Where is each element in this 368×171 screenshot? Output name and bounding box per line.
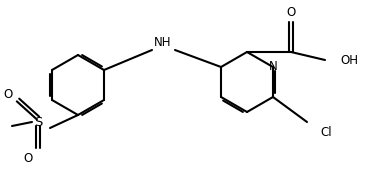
Text: O: O (24, 152, 33, 165)
Text: S: S (34, 115, 42, 128)
Text: Cl: Cl (320, 126, 332, 139)
Text: NH: NH (154, 36, 172, 49)
Text: O: O (286, 5, 296, 18)
Text: OH: OH (340, 54, 358, 67)
Text: N: N (269, 61, 277, 74)
Text: O: O (3, 88, 13, 101)
